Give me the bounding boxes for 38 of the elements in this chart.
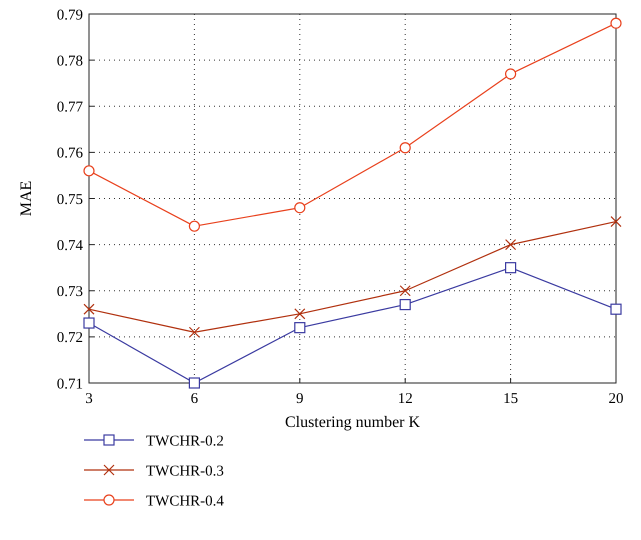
point: [400, 142, 411, 154]
point: [610, 304, 622, 315]
x-tick-label: 12: [398, 391, 413, 407]
y-tick-label: 0.71: [56, 376, 83, 392]
x-axis-title: Clustering number K: [284, 414, 420, 431]
x-tick-label: 6: [190, 391, 199, 407]
point: [505, 68, 516, 80]
y-tick-label: 0.76: [56, 146, 84, 162]
point: [188, 326, 200, 338]
point: [188, 377, 200, 389]
x-tick-label: 20: [608, 391, 624, 407]
point: [505, 239, 516, 250]
point: [294, 202, 306, 214]
y-tick-label: 0.75: [56, 192, 83, 208]
point: [83, 317, 95, 329]
legend-label: TWCHR-0.3: [146, 463, 224, 480]
y-tick-label: 0.79: [56, 7, 83, 24]
y-tick-label: 0.78: [56, 53, 83, 70]
x-tick-label: 3: [85, 391, 93, 407]
y-tick-label: 0.73: [56, 284, 83, 300]
point: [294, 308, 306, 320]
point: [610, 216, 622, 228]
point: [400, 298, 411, 310]
y-axis-title: MAE: [18, 180, 35, 216]
point: [505, 262, 516, 274]
y-tick-label: 0.77: [56, 100, 84, 116]
legend-label: TWCHR-0.2: [146, 433, 224, 450]
x-tick-label: 9: [296, 391, 304, 407]
x-tick-label: 15: [503, 391, 518, 407]
point: [188, 220, 200, 232]
point: [83, 165, 95, 176]
point: [400, 285, 411, 296]
legend-label: TWCHR-0.4: [146, 493, 224, 510]
point: [610, 18, 622, 29]
point: [83, 304, 95, 315]
point: [294, 322, 306, 334]
y-tick-label: 0.74: [56, 238, 84, 254]
y-tick-label: 0.72: [56, 330, 83, 346]
